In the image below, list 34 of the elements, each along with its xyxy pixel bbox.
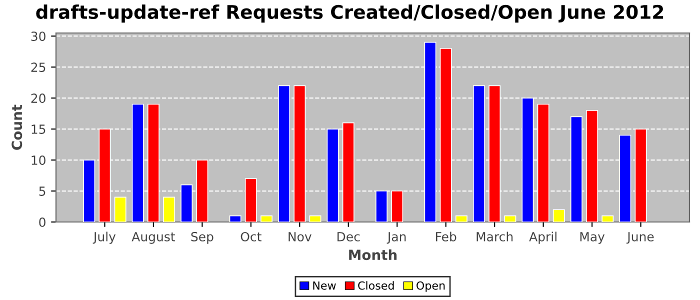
- x-tick-label: April: [529, 232, 556, 244]
- x-tick-label: August: [132, 232, 176, 244]
- bar: [455, 215, 468, 222]
- bar: [602, 215, 614, 222]
- y-tick-label: 0: [39, 217, 46, 227]
- y-axis-title: Count: [12, 104, 22, 150]
- x-tick-label: March: [476, 232, 513, 242]
- y-tick-label: 5: [39, 186, 46, 196]
- bar: [229, 215, 242, 222]
- legend-label: New: [313, 281, 336, 290]
- x-tick-label: June: [626, 232, 654, 244]
- y-tick-label: 20: [31, 94, 46, 103]
- bar: [309, 215, 322, 222]
- x-tick-label: Dec: [338, 232, 360, 242]
- y-tick-label: 25: [31, 62, 46, 72]
- x-tick-label: May: [580, 232, 605, 244]
- bar: [552, 209, 565, 222]
- legend-label: Closed: [358, 281, 394, 290]
- x-tick-label: July: [92, 232, 116, 244]
- bar: [504, 215, 516, 222]
- x-axis-title: Month: [349, 249, 397, 260]
- x-tick-label: Nov: [288, 232, 312, 242]
- bar: [163, 196, 176, 222]
- chart-title: drafts-update-ref Requests Created/Closed/Open June 2012: [36, 4, 664, 23]
- x-tick-label: Feb: [436, 232, 456, 242]
- x-tick-label: Oct: [240, 232, 262, 242]
- legend-label: Open: [416, 281, 445, 292]
- x-tick-label: Sep: [191, 232, 214, 244]
- y-tick-label: 15: [32, 124, 46, 134]
- x-tick-label: Jan: [386, 232, 406, 244]
- bar: [114, 196, 126, 222]
- y-tick-label: 10: [32, 156, 46, 165]
- y-tick-label: 30: [31, 32, 46, 42]
- bar: [260, 215, 273, 222]
